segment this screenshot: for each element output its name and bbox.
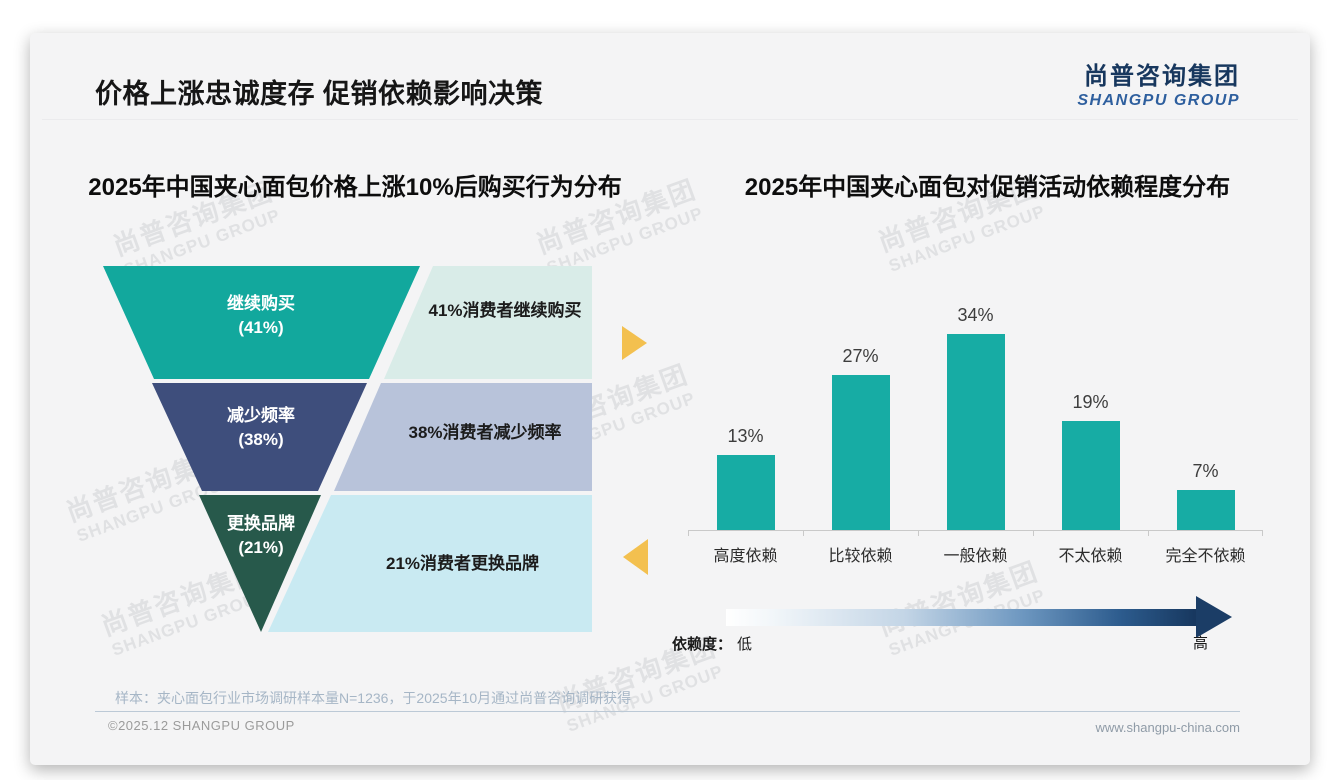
bar-category-label: 比较依赖 [828,548,893,565]
bar-category-label: 不太依赖 [1058,548,1123,565]
funnel-stage-1-label: 继续购买 (41%) [181,292,341,340]
funnel-stage-2-pct: (38%) [238,430,284,449]
bar-value-label: 27% [842,346,879,366]
funnel-annotation-1: 41%消费者继续购买 [428,301,582,320]
bar-高度依赖 [716,455,775,530]
title-divider [42,119,1298,120]
bar-一般依赖 [946,334,1005,530]
x-axis-tick [1148,530,1149,536]
x-axis-tick [918,530,919,536]
bar-比较依赖 [831,375,890,530]
bar-value-label: 19% [1072,392,1109,412]
bar-chart-plot: 13% 高度依赖 27% 比较依赖 34% 一般依赖 19% 不太依赖 7% 完全不依赖 [688,300,1263,570]
funnel-stage-1-name: 继续购买 [227,294,295,313]
x-axis-tick [1262,530,1263,536]
footer-divider [95,711,1240,712]
funnel-stage-3-name: 更换品牌 [227,514,295,533]
company-logo: 尚普咨询集团 SHANGPU GROUP [1077,56,1240,110]
x-axis-tick [1033,530,1034,536]
funnel-stage-1-pct: (41%) [238,318,284,337]
right-arrow-icon [622,326,647,360]
bar-chart-title: 2025年中国夹心面包对促销活动依赖程度分布 [744,174,1231,201]
bar-category-label: 一般依赖 [943,548,1008,565]
logo-cn-text: 尚普咨询集团 [1084,63,1240,90]
dependence-low-label: 低 [737,636,753,653]
copyright-text: ©2025.12 SHANGPU GROUP [108,718,295,733]
dependence-gradient-arrow [726,609,1197,626]
bar-category-label: 高度依赖 [713,548,778,565]
sample-footnote: 样本：夹心面包行业市场调研样本量N=1236，于2025年10月通过尚普咨询调研… [115,690,632,706]
bar-category-label: 完全不依赖 [1165,548,1246,565]
funnel-stage-3-pct: (21%) [238,538,284,557]
funnel-annotation-3: 21%消费者更换品牌 [385,554,540,573]
bar-完全不依赖 [1176,490,1235,530]
logo-en-text: SHANGPU GROUP [1077,92,1240,109]
x-axis-tick [803,530,804,536]
dependence-high-label: 高 [1193,635,1209,652]
website-url: www.shangpu-china.com [1095,720,1240,735]
funnel-stage-2-name: 减少频率 [227,406,295,425]
left-arrow-icon [623,539,648,575]
x-axis-tick [688,530,689,536]
bar-value-label: 34% [957,305,994,325]
page-title: 价格上涨忠诚度存 促销依赖影响决策 [95,79,544,109]
dependence-axis-label: 依赖度： [672,636,733,653]
bar-value-label: 13% [727,426,764,446]
x-axis [688,530,1263,531]
funnel-annotation-2: 38%消费者减少频率 [408,423,562,442]
funnel-chart-title: 2025年中国夹心面包价格上涨10%后购买行为分布 [88,174,622,201]
dependence-gradient-arrowhead-icon [1196,596,1232,638]
bar-value-label: 7% [1192,461,1219,481]
bar-不太依赖 [1061,421,1120,530]
funnel-stage-3-label: 更换品牌 (21%) [181,512,341,560]
funnel-stage-2-label: 减少频率 (38%) [181,404,341,452]
